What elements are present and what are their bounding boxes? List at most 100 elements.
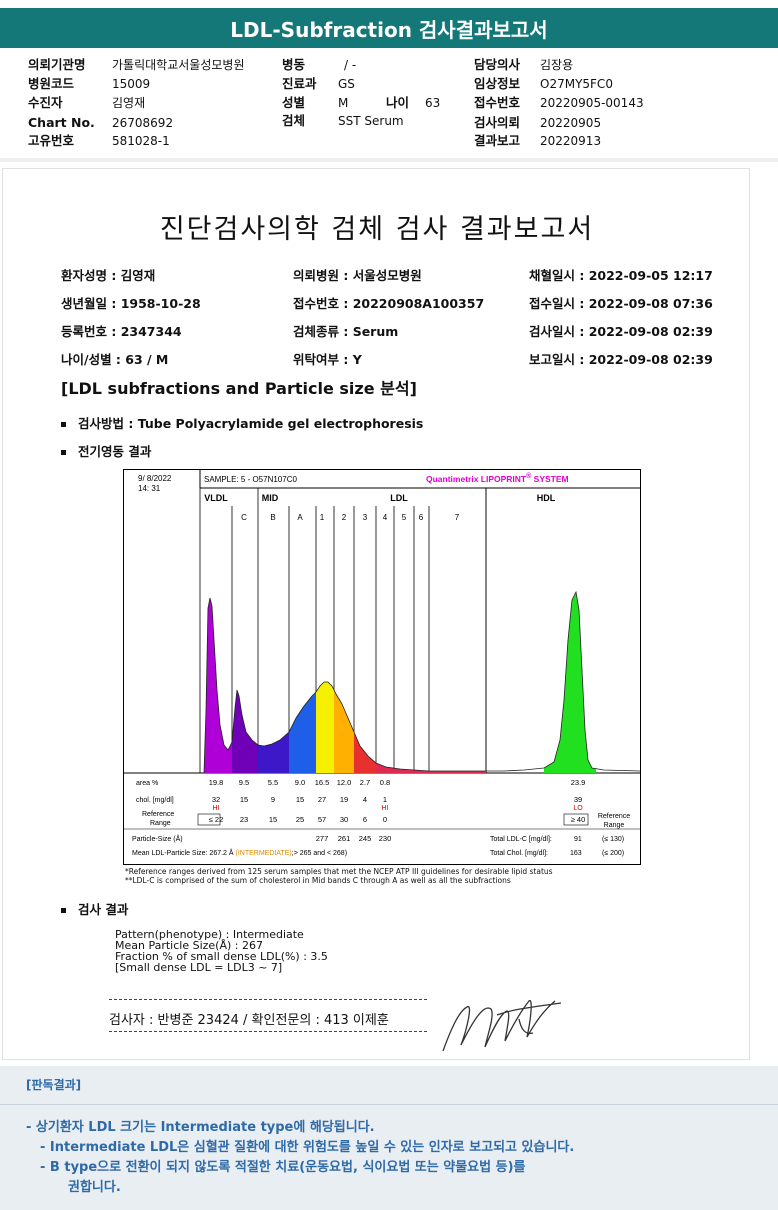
mean-ldl-size: Mean LDL-Particle Size: 267.2 Å (INTERME… (132, 848, 347, 857)
header-value: 26708692 (112, 116, 174, 130)
header-value: / - (344, 58, 357, 72)
band-label: 4 (383, 513, 388, 522)
result-line: [Small dense LDL = LDL3 ~ 7] (115, 961, 283, 974)
particle-size-value: 230 (379, 834, 392, 843)
result-line: Pattern(phenotype) : Intermediate (115, 928, 304, 941)
reference-label: Range (150, 820, 171, 827)
reference-range-right: Reference (598, 813, 630, 820)
result-line: Fraction % of small dense LDL(%) : 3.5 (115, 950, 328, 963)
total-ldl-label: Total LDL-C [mg/dl]: (490, 836, 552, 843)
chol-value: 4 (363, 795, 367, 804)
area-value: 9.5 (239, 778, 249, 787)
interpretation-line: - Intermediate LDL은 심혈관 질환에 대한 위험도를 높일 수… (40, 1140, 575, 1155)
chol-value: 27 (318, 795, 326, 804)
header-label: 임상정보 (474, 76, 521, 91)
total-chol-range: (≤ 200) (602, 850, 624, 857)
band-label: C (241, 513, 247, 522)
reference-value: 57 (318, 815, 326, 824)
particle-size-label: Particle-Size (Å) (132, 834, 183, 843)
group-label: HDL (537, 493, 556, 503)
header-value: GS (338, 77, 355, 91)
bullet-icon (61, 422, 66, 427)
header-value: 20220905 (540, 116, 602, 130)
header-label: 검사의뢰 (474, 115, 521, 130)
reference-value: 0 (383, 815, 387, 824)
reference-range-right: Range (604, 822, 625, 829)
particle-size-value: 277 (316, 834, 329, 843)
area-value: 2.7 (360, 778, 370, 787)
chart-time: 14: 31 (138, 484, 161, 493)
fraction-area-7 (429, 771, 486, 773)
fraction-area-c (232, 690, 258, 773)
interpretation-line: 권합니다. (68, 1180, 121, 1195)
group-label: VLDL (204, 493, 228, 503)
electrophoresis-bullet: 전기영동 결과 (61, 441, 151, 460)
total-ldl-range: (≤ 130) (602, 836, 624, 843)
area-value: 0.8 (380, 778, 390, 787)
header-label: 의뢰기관명 (28, 57, 86, 72)
header-label: 나이 (386, 95, 410, 110)
band-label: 5 (402, 513, 407, 522)
chart-footnote: *Reference ranges derived from 125 serum… (125, 867, 553, 885)
footnote-line: **LDL-C is comprised of the sum of chole… (125, 876, 511, 885)
group-label: MID (262, 493, 279, 503)
header-value: M (338, 96, 349, 110)
birth-date: 생년월일 : 1958-10-28 (61, 296, 201, 311)
top-strip (0, 0, 778, 6)
reference-value: ≤ 22 (209, 815, 224, 824)
particle-size-value: 245 (359, 834, 372, 843)
header-label: 성별 (282, 95, 306, 110)
test-time: 검사일시 : 2022-09-08 02:39 (529, 324, 713, 339)
curve-outline (203, 590, 641, 774)
reference-label: Reference (142, 811, 174, 818)
age-sex: 나이/성별 : 63 / M (61, 352, 169, 367)
chart-sample: SAMPLE: 5 - O57N107C0 (204, 475, 297, 484)
total-chol-value: 163 (570, 850, 582, 857)
electrophoresis-text: 전기영동 결과 (78, 444, 152, 459)
footnote-line: *Reference ranges derived from 125 serum… (125, 867, 553, 876)
chol-value: 1 (383, 795, 387, 804)
reference-value: 6 (363, 815, 367, 824)
chart-date: 9/ 8/2022 (138, 474, 172, 483)
area-value: 16.5 (315, 778, 330, 787)
band-label: A (297, 513, 303, 522)
flag-hi: HI (382, 805, 389, 812)
section-heading: [LDL subfractions and Particle size 분석] (61, 379, 417, 398)
bullet-icon (61, 450, 66, 455)
registration-number: 등록번호 : 2347344 (61, 324, 182, 339)
result-line: Mean Particle Size(Å) : 267 (115, 939, 263, 952)
header-value: 가톨릭대학교서울성모병원 (112, 58, 245, 72)
referral-flag: 위탁여부 : Y (293, 352, 362, 367)
fraction-area-hdl (544, 592, 596, 773)
dashed-divider (109, 1031, 427, 1032)
header-separator (0, 158, 778, 162)
reference-value: 25 (296, 815, 304, 824)
chart-brand: Quantimetrix LIPOPRINT® SYSTEM (426, 472, 569, 484)
total-chol-label: Total Chol. [mg/dl]: (490, 850, 548, 857)
fraction-area-2 (334, 690, 354, 773)
flag-lo: LO (573, 805, 583, 812)
band-label: 3 (363, 513, 368, 522)
chol-value: 15 (240, 795, 248, 804)
header-value: 63 (425, 96, 441, 110)
header-label: 고유번호 (28, 133, 75, 148)
dashed-divider (109, 999, 427, 1000)
method-text: 검사방법 : Tube Polyacrylamide gel electroph… (78, 416, 424, 431)
specimen-type: 검체종류 : Serum (293, 324, 399, 339)
header-label: 담당의사 (474, 57, 521, 72)
interpretation-line: - B type으로 전환이 되지 않도록 적절한 치료(운동요법, 식이요법 … (40, 1160, 526, 1175)
header-value: 김영재 (112, 96, 146, 110)
fraction-area-vldl (202, 598, 232, 773)
chol-value: 32 (212, 795, 220, 804)
particle-size-value: 261 (338, 834, 351, 843)
examiner-line: 검사자 : 반병준 23424 / 확인전문의 : 413 이제훈 (109, 1013, 389, 1028)
header-label: 병동 (282, 57, 306, 72)
chol-label: chol. [mg/dl] (136, 797, 174, 804)
report-document: 진단검사의학 검체 검사 결과보고서 환자성명 : 김영재 의뢰병원 : 서울성… (2, 168, 750, 1060)
fraction-area-4 (376, 763, 394, 773)
header-label: Chart No. (28, 115, 95, 130)
interpretation-line: - 상기환자 LDL 크기는 Intermediate type에 해당됩니다. (26, 1120, 375, 1135)
result-text: Pattern(phenotype) : Intermediate Mean P… (115, 929, 328, 973)
header-label: 수진자 (28, 95, 63, 110)
